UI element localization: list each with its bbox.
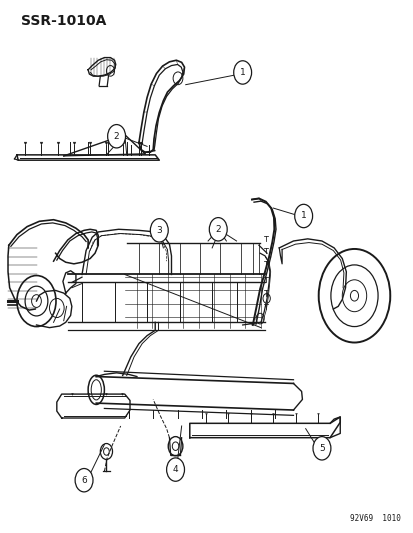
Text: 5: 5 xyxy=(318,444,324,453)
Circle shape xyxy=(233,61,251,84)
Text: 1: 1 xyxy=(239,68,245,77)
Circle shape xyxy=(209,217,227,241)
Circle shape xyxy=(75,469,93,492)
Text: 1: 1 xyxy=(300,212,306,221)
Circle shape xyxy=(312,437,330,460)
Circle shape xyxy=(107,125,125,148)
Text: 2: 2 xyxy=(215,225,221,234)
Text: 92V69  1010: 92V69 1010 xyxy=(349,514,400,523)
Text: SSR-1010A: SSR-1010A xyxy=(21,14,106,28)
Text: 2: 2 xyxy=(114,132,119,141)
Circle shape xyxy=(294,204,312,228)
Text: 4: 4 xyxy=(172,465,178,474)
Circle shape xyxy=(166,458,184,481)
Text: 3: 3 xyxy=(156,226,162,235)
Text: 6: 6 xyxy=(81,476,87,484)
Circle shape xyxy=(150,219,168,242)
